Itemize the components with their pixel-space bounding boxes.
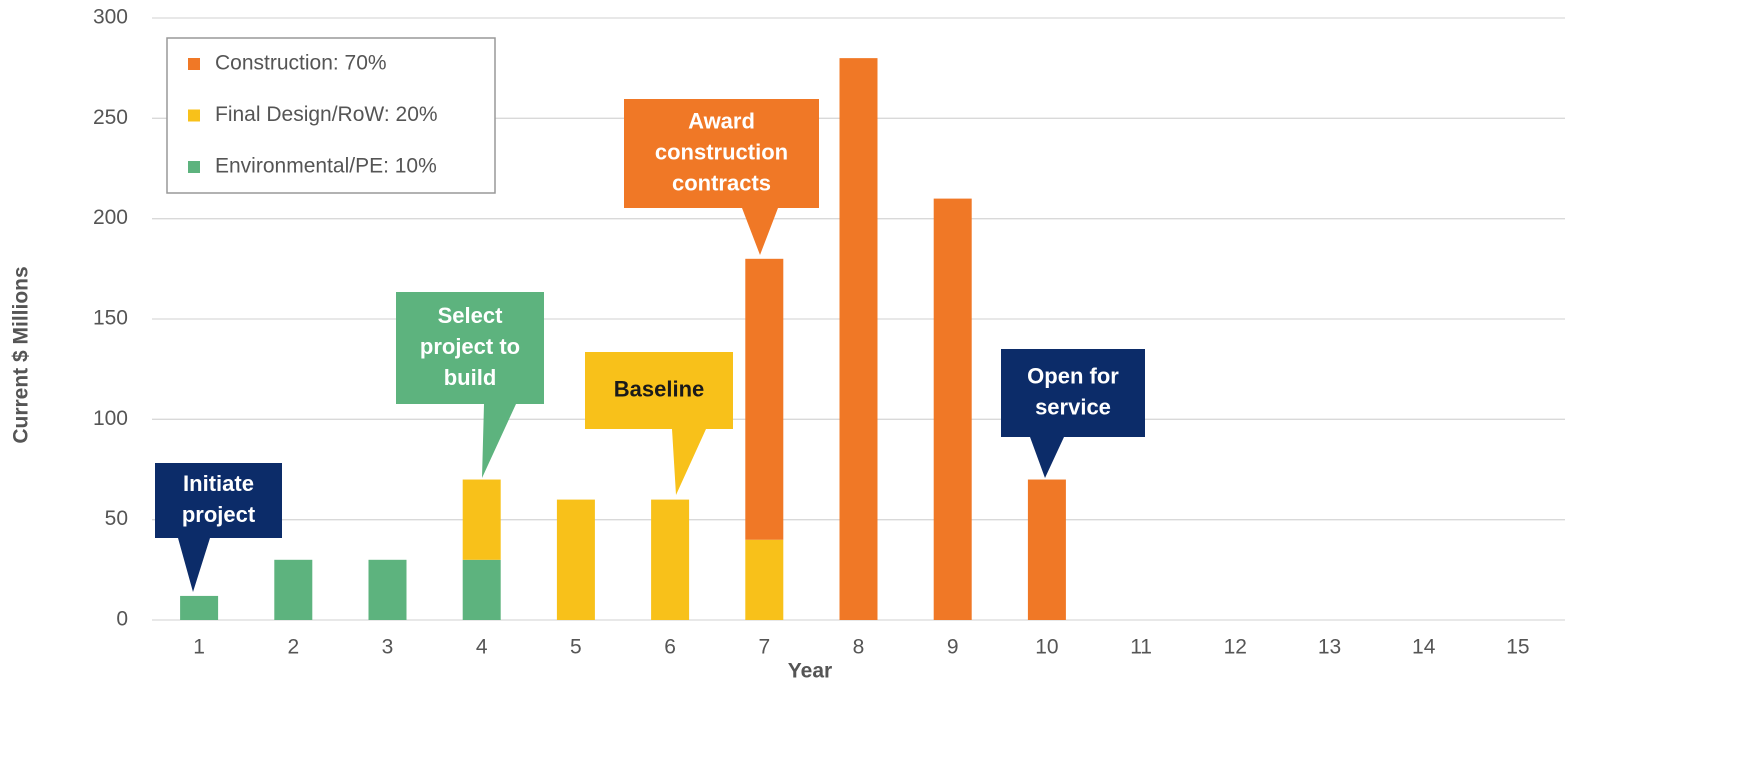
x-tick-label: 8 [853, 636, 865, 659]
x-tick-label: 9 [947, 636, 959, 659]
callout-text: project [182, 502, 256, 527]
x-tick-label: 6 [664, 636, 676, 659]
x-axis-label: Year [788, 660, 832, 683]
y-tick-label: 0 [116, 608, 128, 631]
legend-label: Construction: 70% [215, 52, 387, 75]
bar-segment [745, 539, 784, 620]
callout [624, 99, 819, 255]
x-tick-label: 11 [1130, 636, 1152, 659]
callout [1001, 349, 1145, 478]
callout-text: Initiate [183, 471, 254, 496]
y-axis-label: Current $ Millions [10, 266, 33, 443]
y-tick-label: 100 [93, 407, 128, 430]
callout-text: Award [688, 108, 755, 133]
bar-segment [556, 499, 595, 620]
legend-swatch [188, 58, 200, 70]
bar-segment [274, 559, 313, 620]
callout [396, 292, 544, 478]
callout-text: Open for [1027, 363, 1119, 388]
callout-text: service [1035, 394, 1111, 419]
bar-segment [462, 479, 501, 560]
x-tick-label: 13 [1318, 636, 1341, 659]
callout-text: project to [420, 334, 520, 359]
bar-segment [368, 559, 407, 620]
bar-segment [839, 58, 878, 620]
y-tick-label: 150 [93, 307, 128, 330]
x-tick-label: 3 [382, 636, 394, 659]
x-tick-label: 2 [287, 636, 299, 659]
y-tick-label: 250 [93, 106, 128, 129]
x-tick-label: 10 [1035, 636, 1058, 659]
bar-segment [1027, 479, 1066, 620]
legend-label: Final Design/RoW: 20% [215, 103, 438, 126]
callout [585, 352, 733, 495]
x-tick-label: 12 [1224, 636, 1247, 659]
y-tick-label: 50 [105, 507, 128, 530]
bar-segment [462, 559, 501, 620]
x-tick-label: 1 [193, 636, 205, 659]
bar-segment [180, 595, 219, 620]
x-tick-label: 7 [758, 636, 770, 659]
callout-text: Select [438, 303, 503, 328]
bar-segment [745, 258, 784, 540]
callout [155, 463, 282, 592]
legend-swatch [188, 161, 200, 173]
x-tick-label: 14 [1412, 636, 1436, 659]
callout-text: contracts [672, 170, 771, 195]
bar-segment [933, 198, 972, 620]
callout-text: build [444, 365, 497, 390]
bar-segment [651, 499, 690, 620]
legend-swatch [188, 109, 200, 122]
legend-box [166, 37, 496, 194]
callout-text: Baseline [614, 376, 705, 401]
legend-label: Environmental/PE: 10% [215, 155, 437, 178]
x-tick-label: 4 [476, 636, 488, 659]
y-tick-label: 200 [93, 206, 128, 229]
x-tick-label: 15 [1506, 636, 1529, 659]
y-tick-label: 300 [93, 6, 128, 29]
x-tick-label: 5 [570, 636, 582, 659]
callout-text: construction [655, 139, 788, 164]
